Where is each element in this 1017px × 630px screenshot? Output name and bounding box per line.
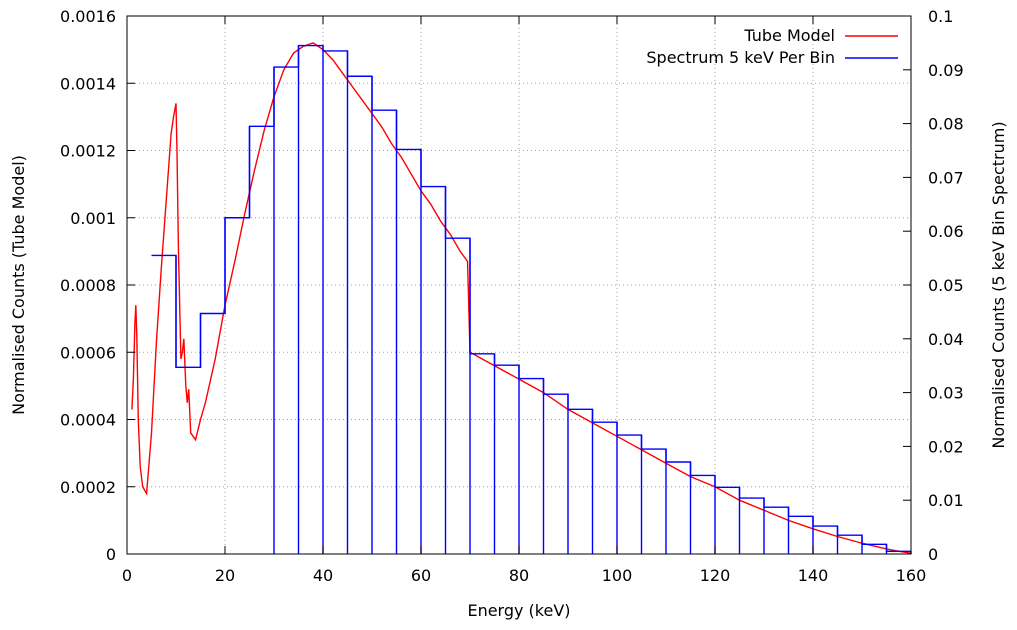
x-tick-label: 160 [896,566,927,585]
x-tick-label: 20 [215,566,235,585]
tick-labels: 0 20 40 60 80 100 120 140 16000.00020.00040.0006… [60,7,964,585]
y-tick-label: 0.0016 [60,7,116,26]
legend-label-spectrum: Spectrum 5 keV Per Bin [646,48,835,67]
y-tick-label: 0.001 [70,209,116,228]
y-tick-label: 0.0002 [60,478,116,497]
x-tick-label: 80 [509,566,529,585]
x-tick-label: 60 [411,566,431,585]
plot-frame [126,15,912,555]
y2-tick-label: 0.1 [928,7,953,26]
spectrum-step-line [151,44,911,553]
y2-tick-label: 0.09 [928,61,964,80]
y-tick-label: 0.0014 [60,74,116,93]
y2-tick-label: 0.04 [928,330,964,349]
axes [126,15,912,555]
y2-tick-label: 0.02 [928,437,964,456]
x-axis-label: Energy (keV) [467,601,570,620]
y-tick-label: 0.0012 [60,142,116,161]
legend-label-tube-model: Tube Model [743,26,835,45]
y-axis-label: Normalised Counts (Tube Model) [9,155,28,415]
y2-tick-label: 0.06 [928,222,964,241]
x-tick-label: 100 [602,566,633,585]
y-tick-label: 0 [106,545,116,564]
y2-tick-label: 0.07 [928,168,964,187]
y2-tick-label: 0.05 [928,276,964,295]
y2-axis-label: Normalised Counts (5 keV Bin Spectrum) [989,121,1008,448]
y-tick-label: 0.0006 [60,343,116,362]
legend: Tube Model Spectrum 5 keV Per Bin [646,26,898,67]
y2-tick-label: 0 [928,545,938,564]
y2-tick-label: 0.08 [928,115,964,134]
y2-tick-label: 0.01 [928,491,964,510]
x-tick-label: 0 [122,566,132,585]
y-tick-label: 0.0004 [60,411,116,430]
x-tick-label: 120 [700,566,731,585]
y2-tick-label: 0.03 [928,384,964,403]
x-tick-label: 140 [798,566,829,585]
y-tick-label: 0.0008 [60,276,116,295]
x-tick-label: 40 [313,566,333,585]
